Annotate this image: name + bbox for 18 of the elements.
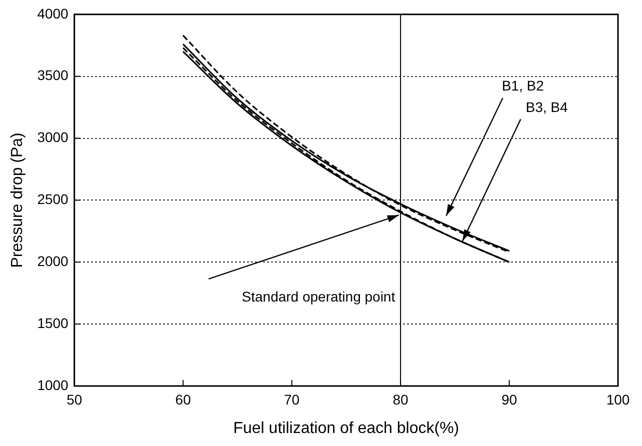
- x-tick-label: 80: [392, 391, 409, 408]
- x-tick-label: 70: [284, 391, 300, 408]
- y-tick-label: 4000: [37, 5, 69, 22]
- y-tick-label: 3000: [37, 129, 69, 146]
- y-axis-title: Pressure drop (Pa): [9, 132, 26, 268]
- x-tick-label: 90: [501, 391, 518, 408]
- y-tick-label: 3500: [37, 67, 69, 84]
- x-tick-label: 100: [606, 391, 630, 408]
- y-tick-label: 1000: [37, 376, 69, 393]
- x-tick-label: 60: [175, 391, 192, 408]
- y-tick-label: 1500: [37, 314, 69, 331]
- x-axis-title: Fuel utilization of each block(%): [233, 420, 460, 437]
- x-tick-label: 50: [66, 391, 82, 408]
- annotation: Standard operating point: [242, 288, 396, 304]
- y-tick-label: 2000: [37, 252, 69, 269]
- annotation: B3, B4: [526, 98, 568, 115]
- y-tick-label: 2500: [37, 191, 69, 208]
- annotation: B1, B2: [502, 78, 544, 94]
